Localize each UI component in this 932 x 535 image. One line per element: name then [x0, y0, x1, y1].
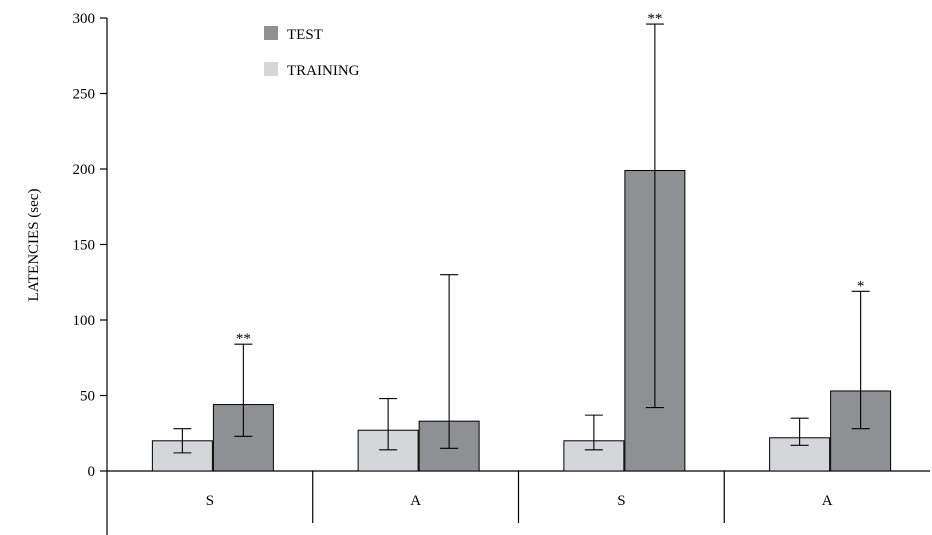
y-tick-label: 0	[88, 464, 96, 480]
x-category-label: A	[410, 493, 421, 509]
significance-marker: **	[236, 331, 251, 347]
y-tick-label: 150	[73, 238, 96, 254]
significance-marker: *	[857, 278, 865, 294]
legend: TEST TRAINING	[264, 26, 360, 79]
legend-label-test: TEST	[287, 27, 323, 43]
legend-swatch-test	[264, 26, 278, 40]
legend-swatch-training	[264, 62, 278, 76]
x-category-label: A	[822, 493, 833, 509]
legend-label-training: TRAINING	[287, 63, 360, 79]
y-tick-label: 100	[73, 313, 96, 329]
y-tick-label: 50	[80, 389, 95, 405]
bars: *****	[151, 11, 892, 472]
x-category-label: S	[206, 493, 214, 509]
significance-marker: **	[647, 11, 662, 27]
y-tick-label: 200	[73, 162, 96, 178]
y-tick-label: 250	[73, 87, 96, 103]
y-axis: 0 50 100 150 200 250 300	[73, 11, 108, 535]
x-category-label: S	[617, 493, 625, 509]
y-axis-title: LATENCIES (sec)	[26, 189, 42, 302]
y-tick-label: 300	[73, 11, 96, 27]
